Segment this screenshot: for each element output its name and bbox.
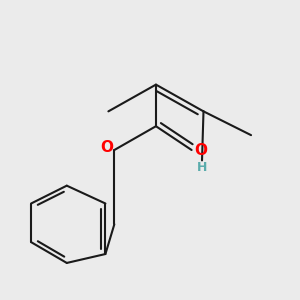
Text: O: O bbox=[194, 142, 207, 158]
Text: H: H bbox=[197, 161, 207, 174]
Text: O: O bbox=[100, 140, 113, 155]
